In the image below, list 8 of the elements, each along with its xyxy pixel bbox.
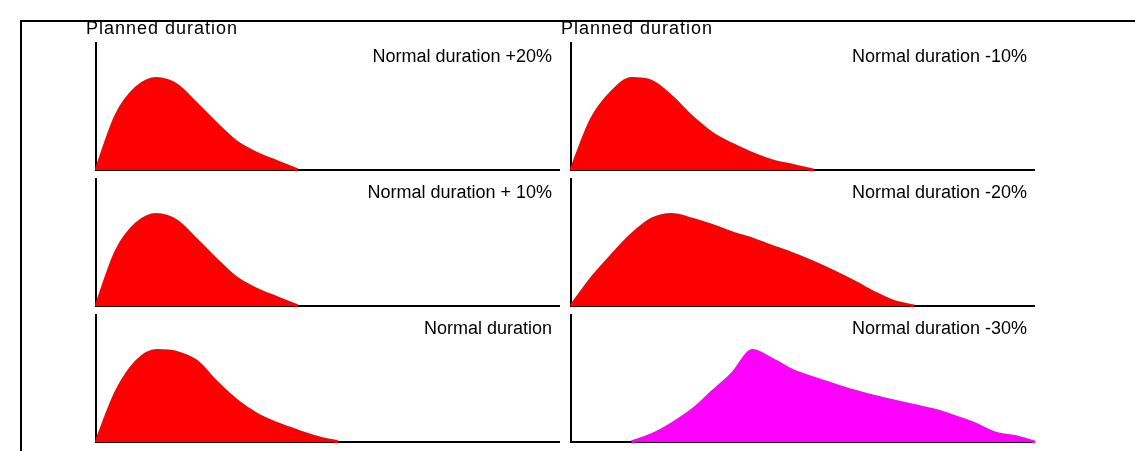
chart-title: Planned duration [85,17,240,40]
chart-title: Planned duration [560,17,715,40]
text: Normal duration +20% [372,45,552,66]
text: Normal duration [423,317,552,338]
text: Normal duration -30% [851,317,1027,338]
text: Normal duration + 10% [367,181,552,202]
text: Normal duration -10% [851,45,1027,66]
text: Normal duration -20% [851,181,1027,202]
